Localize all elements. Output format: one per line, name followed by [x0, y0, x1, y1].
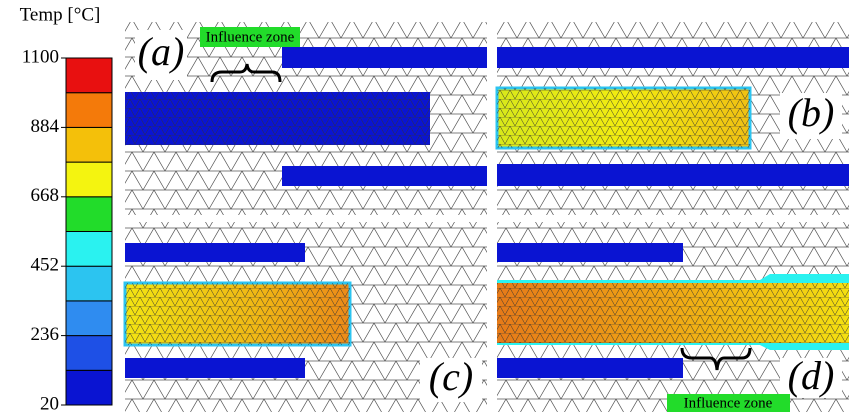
wire-mesh [125, 283, 350, 345]
color-band [65, 335, 113, 371]
wire-mesh [497, 283, 849, 343]
panel-label: (d) [788, 353, 835, 398]
panel-label: (a) [138, 29, 185, 74]
color-band [65, 265, 113, 302]
annotation: Influence zone [206, 29, 295, 45]
panel-a: Influence zone (a) [125, 22, 487, 215]
color-band [65, 300, 113, 337]
tick-label: 20 [40, 393, 59, 412]
tick-label: 236 [31, 324, 60, 345]
electrode [497, 164, 849, 186]
label-bg [420, 358, 482, 402]
annotation: Influence zone [684, 395, 773, 411]
tick-label: 884 [31, 116, 60, 137]
label-bg [780, 358, 842, 398]
electrode [125, 243, 305, 262]
wire-mesh [125, 92, 430, 145]
panel-b: (b) [495, 22, 849, 215]
panel-d: (d) Influence zone [497, 222, 849, 412]
colorbar-title: Temp [°C] [20, 4, 101, 25]
panel-c: (c) [123, 222, 487, 412]
electrode [497, 243, 683, 262]
electrode [497, 47, 849, 68]
annotation-bg [200, 27, 300, 47]
wire-mesh [497, 88, 750, 148]
electrode [282, 47, 487, 68]
color-band [65, 92, 113, 128]
color-band [65, 369, 113, 406]
panel-label: (c) [429, 354, 473, 399]
brace [210, 63, 282, 83]
annotation-bg [667, 394, 790, 412]
color-band [65, 57, 113, 94]
color-band [65, 161, 113, 198]
electrode [282, 166, 487, 186]
color-band [65, 126, 113, 163]
color-band [65, 231, 113, 267]
panel-label: (b) [788, 90, 835, 135]
label-bg [780, 93, 842, 139]
tick-label: 452 [31, 255, 60, 276]
tick-label: 1100 [22, 46, 59, 67]
label-bg [135, 30, 187, 80]
electrode [497, 358, 683, 378]
tick-label: 668 [31, 185, 60, 206]
colorbar: 20 236 452 668 884 1100 [22, 46, 113, 412]
electrode [125, 358, 305, 378]
brace [680, 347, 752, 371]
color-band [65, 196, 113, 233]
